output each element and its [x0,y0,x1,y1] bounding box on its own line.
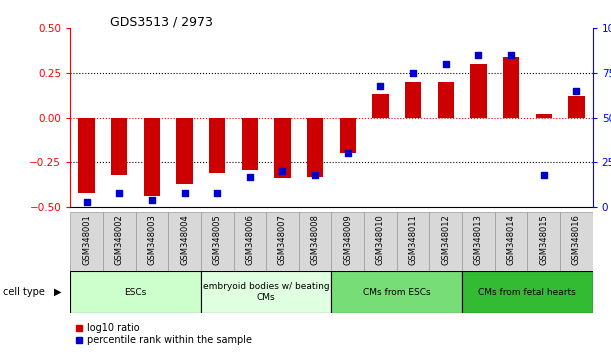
Text: GSM348011: GSM348011 [409,214,417,265]
Bar [111,118,128,175]
Text: GSM348015: GSM348015 [539,214,548,265]
Bar [307,118,323,177]
Point [408,70,418,76]
Point [539,172,549,178]
Point [441,61,451,67]
Text: CMs from ESCs: CMs from ESCs [363,287,431,297]
Bar [144,118,160,196]
Text: GSM348012: GSM348012 [441,214,450,265]
Bar [470,64,486,118]
Text: GSM348001: GSM348001 [82,214,91,265]
Point [506,52,516,58]
Bar [560,212,593,271]
Legend: log10 ratio, percentile rank within the sample: log10 ratio, percentile rank within the … [75,324,252,345]
Point [180,190,189,196]
Bar [168,212,201,271]
Point [147,197,157,203]
Bar [568,96,585,118]
Bar [503,57,519,118]
Text: GSM348010: GSM348010 [376,214,385,265]
Bar [266,212,299,271]
Text: GSM348008: GSM348008 [310,214,320,265]
Bar [430,212,462,271]
Bar [535,114,552,118]
Bar [299,212,331,271]
Text: GSM348013: GSM348013 [474,214,483,265]
Point [245,174,255,179]
Bar [177,118,192,184]
Text: GSM348006: GSM348006 [246,214,254,265]
Text: GSM348004: GSM348004 [180,214,189,265]
Text: GDS3513 / 2973: GDS3513 / 2973 [110,16,213,29]
Bar [78,118,95,193]
Text: GSM348014: GSM348014 [507,214,516,265]
Text: GSM348009: GSM348009 [343,214,353,265]
Bar [372,95,389,118]
Bar [136,212,168,271]
Bar [201,271,331,313]
Bar [70,271,201,313]
Text: cell type: cell type [3,287,45,297]
Bar [70,212,103,271]
Point [82,199,92,205]
Point [310,172,320,178]
Text: embryoid bodies w/ beating
CMs: embryoid bodies w/ beating CMs [203,282,329,302]
Text: GSM348007: GSM348007 [278,214,287,265]
Bar [462,271,593,313]
Bar [331,271,462,313]
Bar [405,82,421,118]
Bar [437,82,454,118]
Text: GSM348003: GSM348003 [147,214,156,265]
Bar [397,212,430,271]
Bar [103,212,136,271]
Bar [462,212,495,271]
Point [474,52,483,58]
Bar [233,212,266,271]
Bar [201,212,233,271]
Text: GSM348016: GSM348016 [572,214,581,265]
Bar [527,212,560,271]
Bar [340,118,356,154]
Point [114,190,124,196]
Point [376,83,386,88]
Bar [495,212,527,271]
Bar [331,212,364,271]
Point [571,88,581,94]
Bar [242,118,258,170]
Text: GSM348002: GSM348002 [115,214,124,265]
Text: ESCs: ESCs [125,287,147,297]
Point [277,169,287,174]
Bar [274,118,291,178]
Text: CMs from fetal hearts: CMs from fetal hearts [478,287,576,297]
Point [343,151,353,156]
Point [212,190,222,196]
Bar [209,118,225,173]
Bar [364,212,397,271]
Text: ▶: ▶ [54,287,61,297]
Text: GSM348005: GSM348005 [213,214,222,265]
